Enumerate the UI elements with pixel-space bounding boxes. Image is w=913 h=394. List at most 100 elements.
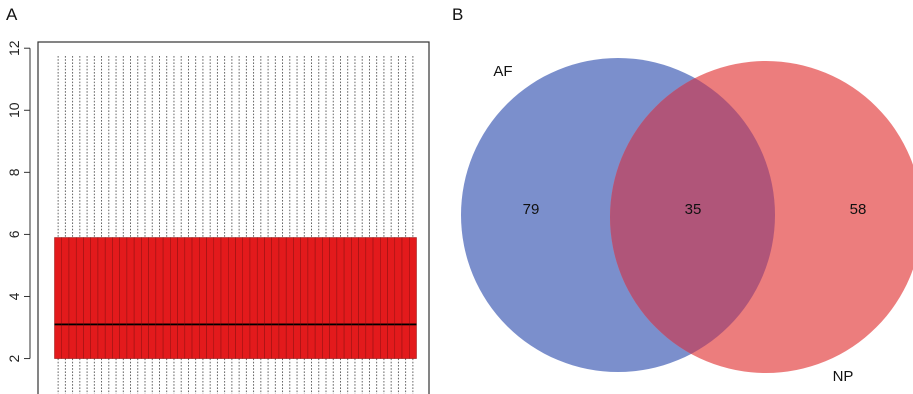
panel-b-label: B — [452, 5, 463, 24]
box-body — [271, 237, 280, 359]
set-np-label: NP — [833, 368, 854, 385]
box-body — [61, 237, 70, 359]
box-26 — [235, 55, 243, 394]
box-21 — [199, 55, 207, 394]
box-body — [409, 237, 417, 359]
y-tick-label-12: 12 — [6, 40, 22, 56]
box-13 — [141, 55, 149, 394]
box-body — [358, 237, 367, 359]
box-30 — [264, 55, 272, 394]
box-body — [141, 237, 149, 359]
box-36 — [307, 55, 316, 394]
box-body — [307, 237, 316, 359]
box-body — [264, 237, 272, 359]
box-body — [387, 237, 396, 359]
box-28 — [249, 55, 258, 394]
box-34 — [293, 55, 301, 394]
box-body — [112, 237, 120, 359]
set-af-only-count: 79 — [523, 201, 540, 218]
panel-a: A 2 4 6 8 10 12 — [6, 5, 430, 394]
box-27 — [242, 55, 251, 394]
box-body — [162, 237, 171, 359]
box-29 — [256, 55, 265, 394]
box-body — [343, 237, 352, 359]
box-12 — [133, 55, 142, 394]
box-body — [228, 237, 236, 359]
box-body — [235, 237, 243, 359]
box-35 — [300, 55, 309, 394]
box-body — [351, 237, 359, 359]
box-3 — [68, 55, 77, 394]
y-axis: 2 4 6 8 10 12 — [6, 40, 31, 362]
box-39 — [329, 55, 338, 394]
box-body — [322, 237, 330, 359]
box-body — [184, 237, 193, 359]
box-31 — [271, 55, 280, 394]
venn-diagram: AF NP 79 35 58 — [461, 58, 913, 385]
box-43 — [358, 55, 367, 394]
box-7 — [97, 55, 106, 394]
box-body — [256, 237, 265, 359]
box-47 — [387, 55, 396, 394]
y-tick-label-6: 6 — [6, 230, 22, 238]
box-body — [126, 237, 135, 359]
panel-b: B AF NP 79 35 58 — [452, 5, 913, 385]
box-4 — [75, 55, 84, 394]
box-body — [68, 237, 77, 359]
box-19 — [184, 55, 193, 394]
box-22 — [206, 55, 215, 394]
box-23 — [213, 55, 222, 394]
y-tick-label-10: 10 — [6, 102, 22, 118]
box-body — [133, 237, 142, 359]
box-41 — [343, 55, 352, 394]
box-body — [401, 237, 410, 359]
box-50 — [409, 55, 417, 394]
box-40 — [336, 55, 345, 394]
box-body — [220, 237, 229, 359]
box-14 — [148, 55, 157, 394]
box-33 — [285, 55, 294, 394]
y-tick-label-2: 2 — [6, 354, 22, 362]
box-1 — [54, 55, 62, 394]
box-2 — [61, 55, 70, 394]
panel-a-label: A — [6, 5, 18, 24]
intersection-count: 35 — [685, 201, 702, 218]
plot-frame — [37, 41, 430, 394]
box-9 — [112, 55, 120, 394]
box-body — [104, 237, 113, 359]
box-body — [97, 237, 106, 359]
box-body — [242, 237, 251, 359]
box-body — [394, 237, 403, 359]
box-38 — [322, 55, 330, 394]
box-body — [155, 237, 164, 359]
box-18 — [177, 55, 186, 394]
box-body — [278, 237, 287, 359]
box-body — [285, 237, 294, 359]
box-16 — [162, 55, 171, 394]
box-46 — [380, 55, 388, 394]
box-body — [177, 237, 186, 359]
box-body — [75, 237, 84, 359]
box-6 — [90, 55, 99, 394]
box-45 — [372, 55, 381, 394]
y-tick-label-4: 4 — [6, 292, 22, 300]
box-body — [293, 237, 301, 359]
box-10 — [119, 55, 128, 394]
box-17 — [170, 55, 178, 394]
box-body — [83, 237, 91, 359]
boxplot-chart — [54, 55, 417, 394]
box-body — [191, 237, 200, 359]
box-body — [213, 237, 222, 359]
box-25 — [228, 55, 236, 394]
box-20 — [191, 55, 200, 394]
set-af-label: AF — [493, 63, 512, 80]
box-37 — [314, 55, 323, 394]
box-body — [206, 237, 215, 359]
y-tick-label-8: 8 — [6, 168, 22, 176]
set-np-only-count: 58 — [850, 201, 867, 218]
box-15 — [155, 55, 164, 394]
box-32 — [278, 55, 287, 394]
box-body — [314, 237, 323, 359]
box-49 — [401, 55, 410, 394]
box-body — [148, 237, 157, 359]
